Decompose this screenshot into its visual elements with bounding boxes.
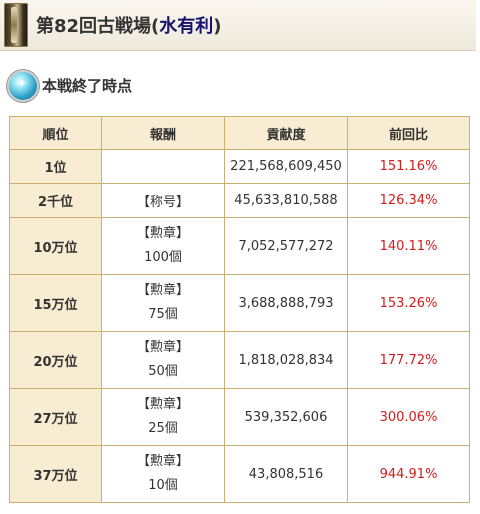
- reward-type: 【勲章】: [136, 340, 189, 355]
- reward-type: 【勲章】: [136, 283, 189, 298]
- table-row: 1位 221,568,609,450 151.16%: [9, 149, 470, 184]
- section-title: 本戦終了時点: [42, 77, 133, 95]
- page-title: 第82回古戦場(水有利): [36, 16, 222, 37]
- reward-qty: 10個: [148, 478, 178, 493]
- reward-type: 【勲章】: [136, 226, 189, 241]
- ratio-cell: 151.16%: [347, 149, 470, 184]
- reward-cell: 【勲章】 75個: [101, 274, 225, 332]
- ratio-cell: 177.72%: [347, 331, 470, 389]
- rank-cell: 15万位: [9, 274, 102, 332]
- reward-cell: 【勲章】 10個: [101, 445, 225, 503]
- reward-cell: 【勲章】 25個: [101, 388, 225, 446]
- ratio-cell: 153.26%: [347, 274, 470, 332]
- table-row: 10万位 【勲章】 100個 7,052,577,272 140.11%: [9, 217, 470, 275]
- page-header: 第82回古戦場(水有利): [0, 0, 476, 51]
- reward-cell: 【勲章】 100個: [101, 217, 225, 275]
- contribution-cell: 45,633,810,588: [224, 183, 348, 218]
- ratio-cell: 140.11%: [347, 217, 470, 275]
- contribution-cell: 7,052,577,272: [224, 217, 348, 275]
- contribution-cell: 1,818,028,834: [224, 331, 348, 389]
- reward-cell: [101, 149, 225, 184]
- reward-qty: 75個: [148, 307, 178, 322]
- contribution-cell: 43,808,516: [224, 445, 348, 503]
- col-header-rank: 順位: [9, 116, 102, 150]
- header-ornament-icon: [4, 3, 28, 47]
- reward-qty: 100個: [144, 250, 182, 265]
- reward-cell: 【勲章】 50個: [101, 331, 225, 389]
- reward-type: 【勲章】: [136, 397, 189, 412]
- orb-icon: [9, 72, 37, 100]
- ranking-table: 順位 報酬 貢献度 前回比 1位 221,568,609,450 151.16%…: [9, 116, 470, 503]
- col-header-ratio: 前回比: [347, 116, 470, 150]
- rank-cell: 20万位: [9, 331, 102, 389]
- table-row: 2千位 【称号】 45,633,810,588 126.34%: [9, 183, 470, 218]
- table-row: 27万位 【勲章】 25個 539,352,606 300.06%: [9, 388, 470, 446]
- table-header-row: 順位 報酬 貢献度 前回比: [9, 116, 470, 150]
- col-header-contribution: 貢献度: [224, 116, 348, 150]
- table-row: 37万位 【勲章】 10個 43,808,516 944.91%: [9, 445, 470, 503]
- contribution-cell: 539,352,606: [224, 388, 348, 446]
- rank-cell: 27万位: [9, 388, 102, 446]
- rank-cell: 37万位: [9, 445, 102, 503]
- rank-cell: 1位: [9, 149, 102, 184]
- table-row: 15万位 【勲章】 75個 3,688,888,793 153.26%: [9, 274, 470, 332]
- contribution-cell: 221,568,609,450: [224, 149, 348, 184]
- table-row: 20万位 【勲章】 50個 1,818,028,834 177.72%: [9, 331, 470, 389]
- ratio-cell: 944.91%: [347, 445, 470, 503]
- rank-cell: 2千位: [9, 183, 102, 218]
- contribution-cell: 3,688,888,793: [224, 274, 348, 332]
- ratio-cell: 300.06%: [347, 388, 470, 446]
- rank-cell: 10万位: [9, 217, 102, 275]
- reward-type: 【勲章】: [136, 454, 189, 469]
- reward-cell: 【称号】: [101, 183, 225, 218]
- col-header-reward: 報酬: [101, 116, 225, 150]
- reward-qty: 25個: [148, 421, 178, 436]
- reward-qty: 50個: [148, 364, 178, 379]
- ratio-cell: 126.34%: [347, 183, 470, 218]
- page-title-accent: 水有利: [159, 16, 214, 37]
